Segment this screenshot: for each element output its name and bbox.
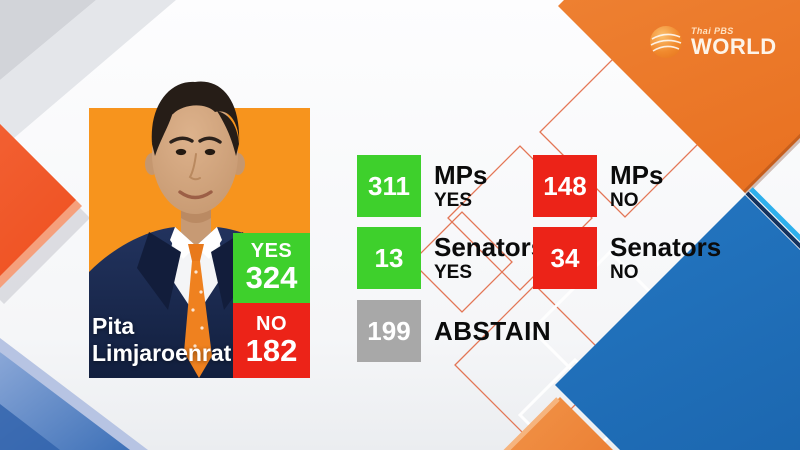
summary-yes-label: YES xyxy=(250,240,293,263)
mps-yes-group-label: MPs xyxy=(434,160,488,191)
brand-logo: Thai PBS WORLD xyxy=(649,25,777,59)
globe-icon xyxy=(649,25,683,59)
abstain-label: ABSTAIN xyxy=(434,315,552,346)
summary-yes-value: 324 xyxy=(245,260,298,296)
summary-no-label: NO xyxy=(256,312,287,335)
abstain-count: 199 xyxy=(357,300,421,362)
left-orange-diamond xyxy=(0,124,90,304)
stat-row-mps-yes: 311 MPs YES xyxy=(357,155,487,217)
senators-yes-count: 13 xyxy=(357,227,421,289)
brand-large-text: WORLD xyxy=(691,34,777,59)
summary-no-box: NO 182 xyxy=(233,303,310,378)
summary-no-value: 182 xyxy=(245,332,298,368)
mps-no-vote-label: NO xyxy=(610,189,639,211)
top-right-orange-block xyxy=(558,0,800,196)
candidate-last-name: Limjaroenrat xyxy=(92,340,232,366)
mps-no-count: 148 xyxy=(533,155,597,217)
senators-no-count: 34 xyxy=(533,227,597,289)
brand-small-text: Thai PBS xyxy=(691,26,734,36)
bottom-left-blue-shape xyxy=(0,338,148,450)
right-blue-diamond xyxy=(555,187,800,450)
senators-yes-group-label: Senators xyxy=(434,232,546,263)
stat-row-mps-no: 148 MPs NO xyxy=(533,155,663,217)
summary-yes-box: YES 324 xyxy=(233,233,310,303)
senators-no-group-label: Senators xyxy=(610,232,722,263)
senators-no-vote-label: NO xyxy=(610,261,639,283)
candidate-head xyxy=(145,81,245,214)
candidate-name: Pita Limjaroenrat xyxy=(92,313,252,367)
mps-yes-count: 311 xyxy=(357,155,421,217)
mps-yes-vote-label: YES xyxy=(434,189,473,211)
senators-yes-vote-label: YES xyxy=(434,261,473,283)
mps-no-group-label: MPs xyxy=(610,160,664,191)
stat-row-senators-no: 34 Senators NO xyxy=(533,227,721,289)
stat-row-senators-yes: 13 Senators YES xyxy=(357,227,545,289)
candidate-first-name: Pita xyxy=(92,313,135,339)
stat-row-abstain: 199 ABSTAIN xyxy=(357,300,551,362)
